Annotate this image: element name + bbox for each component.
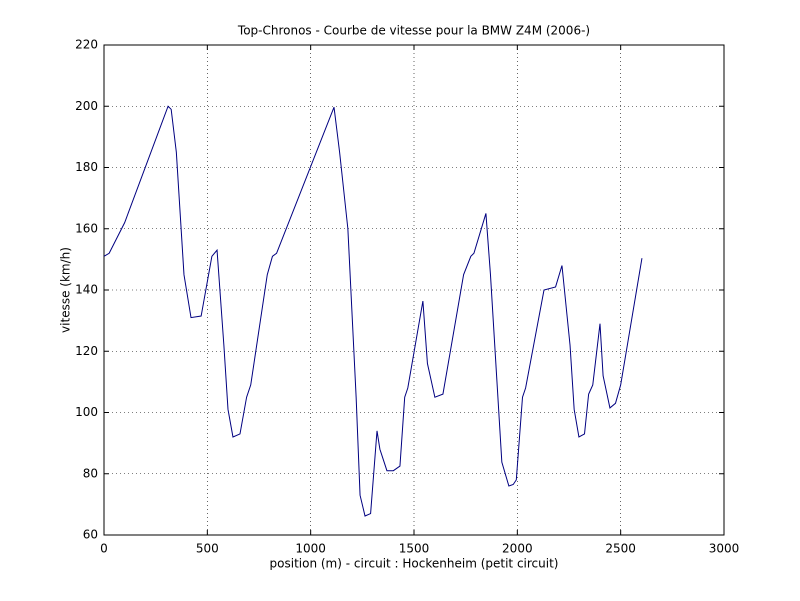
speed-line xyxy=(103,105,643,517)
y-tick-label: 160 xyxy=(75,221,98,235)
y-tick-label: 180 xyxy=(75,160,98,174)
y-tick-label: 100 xyxy=(75,405,98,419)
x-tick-label: 3000 xyxy=(709,542,740,556)
x-tick-label: 2500 xyxy=(605,542,636,556)
x-tick-label: 2000 xyxy=(502,542,533,556)
y-axis-label: vitesse (km/h) xyxy=(59,247,73,333)
x-tick-label: 500 xyxy=(196,542,219,556)
y-tick-label: 200 xyxy=(75,99,98,113)
y-tick-label: 140 xyxy=(75,283,98,297)
y-tick-label: 60 xyxy=(83,528,98,542)
x-axis-label: position (m) - circuit : Hockenheim (pet… xyxy=(270,557,559,571)
chart-title: Top-Chronos - Courbe de vitesse pour la … xyxy=(237,24,590,38)
x-tick-label: 1500 xyxy=(399,542,430,556)
y-tick-label: 120 xyxy=(75,344,98,358)
x-tick-label: 0 xyxy=(100,542,108,556)
x-tick-label: 1000 xyxy=(295,542,326,556)
y-tick-label: 220 xyxy=(75,38,98,52)
y-tick-label: 80 xyxy=(83,466,98,480)
